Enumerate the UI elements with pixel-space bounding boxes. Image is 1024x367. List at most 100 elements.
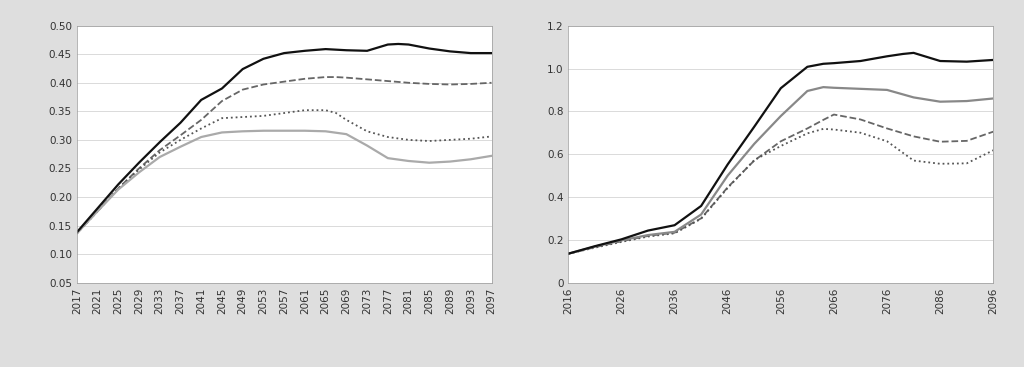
P1.70 <box>154 150 166 155</box>
O부양률 <box>881 139 893 143</box>
P2.0 <box>443 159 456 164</box>
ZC부양률 <box>695 204 708 208</box>
A부양률 <box>642 233 654 237</box>
P1.70 <box>112 186 124 190</box>
P1.05 <box>382 42 394 47</box>
Line: A부양률: A부양률 <box>568 87 993 254</box>
P1.38 <box>278 79 290 84</box>
ZC부양률 <box>615 237 628 241</box>
H부양률 <box>562 251 574 256</box>
H부양률 <box>987 130 999 134</box>
Line: O부양률: O부양률 <box>568 129 993 254</box>
P1.38 <box>174 133 186 138</box>
A부양률 <box>749 142 761 146</box>
O부양률 <box>801 131 813 135</box>
O부양률 <box>589 246 601 250</box>
A부양률 <box>774 114 786 118</box>
P1.38 <box>195 118 207 122</box>
A부양률 <box>817 85 829 89</box>
P2.0 <box>216 130 228 135</box>
P1.38 <box>299 77 311 81</box>
A부양률 <box>854 87 866 91</box>
P1.38 <box>330 75 342 79</box>
Line: H부양률: H부양률 <box>568 115 993 254</box>
Line: P1.70: P1.70 <box>77 110 492 233</box>
P1.38 <box>216 99 228 103</box>
P2.0 <box>278 128 290 133</box>
Line: P1.38: P1.38 <box>77 77 492 233</box>
P1.70 <box>443 138 456 142</box>
H부양률 <box>827 112 840 117</box>
A부양률 <box>987 96 999 101</box>
H부양률 <box>589 245 601 250</box>
P1.38 <box>443 82 456 87</box>
O부양률 <box>854 131 866 135</box>
P1.05 <box>299 48 311 53</box>
H부양률 <box>749 159 761 163</box>
A부양률 <box>589 244 601 249</box>
H부양률 <box>642 234 654 238</box>
O부양률 <box>749 158 761 162</box>
P1.38 <box>485 81 498 85</box>
P1.38 <box>226 93 239 98</box>
ZC부양률 <box>854 59 866 63</box>
ZC부양률 <box>774 86 786 90</box>
ZC부양률 <box>642 228 654 233</box>
P2.0 <box>319 129 332 134</box>
P1.70 <box>423 139 435 143</box>
P1.05 <box>485 51 498 55</box>
H부양률 <box>854 117 866 122</box>
P1.38 <box>154 148 166 152</box>
P1.70 <box>382 135 394 139</box>
A부양률 <box>934 99 946 104</box>
P1.05 <box>402 42 415 47</box>
P1.70 <box>340 118 352 122</box>
A부양률 <box>881 88 893 92</box>
A부양률 <box>907 95 920 99</box>
P2.0 <box>195 135 207 139</box>
P1.70 <box>257 114 269 118</box>
P1.70 <box>216 116 228 120</box>
O부양률 <box>695 217 708 221</box>
Line: P1.05: P1.05 <box>77 44 492 232</box>
P1.05 <box>195 98 207 102</box>
P1.05 <box>319 47 332 51</box>
H부양률 <box>934 139 946 144</box>
P2.0 <box>423 160 435 165</box>
O부양률 <box>827 127 840 132</box>
H부양률 <box>669 230 681 235</box>
P1.38 <box>71 231 83 236</box>
P1.05 <box>257 57 269 61</box>
ZC부양률 <box>897 52 909 56</box>
P1.05 <box>423 46 435 51</box>
A부양률 <box>722 173 734 178</box>
H부양률 <box>615 239 628 243</box>
P1.70 <box>299 108 311 112</box>
Line: P2.0: P2.0 <box>77 131 492 233</box>
P2.0 <box>133 170 145 175</box>
P1.70 <box>195 126 207 131</box>
H부양률 <box>881 126 893 131</box>
H부양률 <box>817 118 829 122</box>
O부양률 <box>774 144 786 148</box>
P1.05 <box>112 182 124 186</box>
ZC부양률 <box>934 59 946 63</box>
ZC부양률 <box>722 162 734 167</box>
A부양률 <box>827 86 840 90</box>
P1.05 <box>174 120 186 125</box>
P1.38 <box>465 82 477 86</box>
P1.70 <box>133 167 145 172</box>
P2.0 <box>360 143 373 148</box>
O부양률 <box>934 161 946 166</box>
P2.0 <box>237 129 249 134</box>
P1.38 <box>257 82 269 87</box>
P2.0 <box>402 159 415 163</box>
P2.0 <box>465 157 477 161</box>
O부양률 <box>817 127 829 131</box>
P1.05 <box>237 67 249 71</box>
P1.70 <box>485 134 498 139</box>
P1.38 <box>340 76 352 80</box>
H부양률 <box>961 139 973 143</box>
O부양률 <box>562 251 574 256</box>
ZC부양률 <box>907 51 920 55</box>
